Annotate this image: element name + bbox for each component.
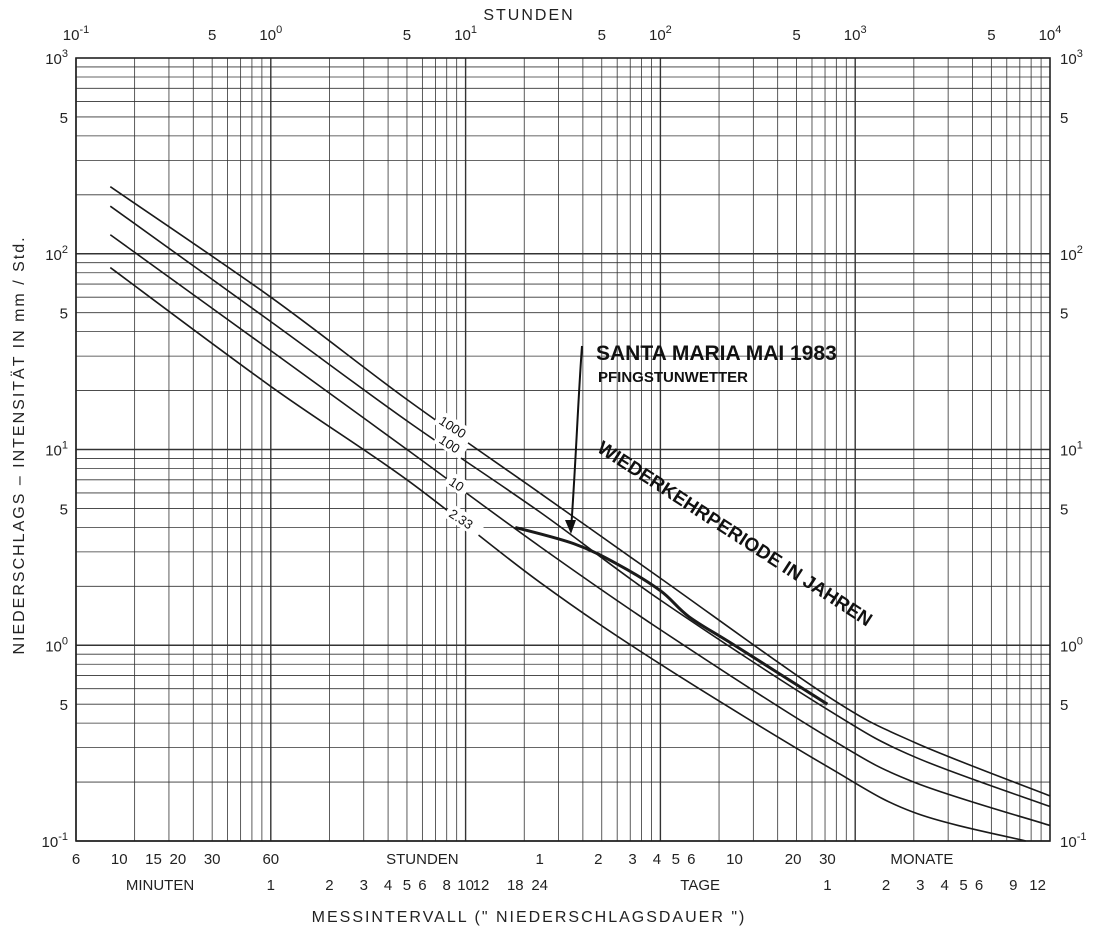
bottom-tick-label-row2: 2 <box>882 877 890 894</box>
bottom-tick-label-row2: 4 <box>384 877 392 894</box>
y-tick-label-left: 103 <box>45 48 68 68</box>
bottom-tick-label-row1: 15 <box>145 851 162 868</box>
top-tick-label: 5 <box>792 27 800 44</box>
event-subtitle: PFINGSTUNWETTER <box>598 369 748 386</box>
bottom-tick-label-row1: STUNDEN <box>386 851 459 868</box>
bottom-tick-label-row2: 4 <box>941 877 949 894</box>
top-tick-label: 5 <box>598 27 606 44</box>
y-tick-label-left: 5 <box>60 110 68 127</box>
bottom-tick-label-row1: 30 <box>819 851 836 868</box>
bottom-tick-label-row2: 5 <box>403 877 411 894</box>
y-tick-label-right: 100 <box>1060 635 1083 655</box>
y-tick-label-left: 5 <box>60 501 68 518</box>
curve-10 <box>109 234 1051 827</box>
bottom-tick-label-row2: 10 <box>457 877 474 894</box>
bottom-tick-label-row1: 20 <box>170 851 187 868</box>
top-tick-label: 5 <box>987 27 995 44</box>
bottom-tick-label-row1: 5 <box>672 851 680 868</box>
curve-1000 <box>109 186 1051 797</box>
bottom-tick-label-row1: 1 <box>535 851 543 868</box>
plot-frame <box>75 57 1051 842</box>
bottom-tick-label-row1: 4 <box>653 851 661 868</box>
santa-maria-event-curve <box>514 345 829 706</box>
curve-100 <box>109 205 1051 808</box>
y-tick-label-right: 103 <box>1060 48 1083 68</box>
bottom-tick-label-row1: 30 <box>204 851 221 868</box>
y-tick-label-right: 102 <box>1060 244 1083 264</box>
x-axis-label: MESSINTERVALL (" NIEDERSCHLAGSDAUER ") <box>312 909 747 926</box>
bottom-tick-label-row1: 6 <box>687 851 695 868</box>
bottom-tick-label-row1: 10 <box>111 851 128 868</box>
bottom-tick-label-row2: 12 <box>473 877 490 894</box>
top-axis-label: STUNDEN <box>483 7 574 24</box>
bottom-tick-label-row2: 8 <box>443 877 451 894</box>
curve-label-background <box>443 470 472 498</box>
bottom-tick-label-row1: 60 <box>262 851 279 868</box>
bottom-tick-label-row2: 2 <box>325 877 333 894</box>
y-tick-label-left: 5 <box>60 306 68 323</box>
bottom-tick-label-row1: 20 <box>785 851 802 868</box>
event-curve <box>514 525 829 706</box>
top-tick-label: 101 <box>454 24 477 44</box>
curve-label-background <box>443 502 486 539</box>
event-arrow-head <box>565 520 576 534</box>
bottom-tick-label-row1: MONATE <box>890 851 953 868</box>
y-tick-label-right: 5 <box>1060 697 1068 714</box>
curve-label-background <box>433 409 476 446</box>
bottom-tick-label-row2: 1 <box>267 877 275 894</box>
bottom-tick-label-row2: 3 <box>360 877 368 894</box>
y-tick-label-right: 101 <box>1060 440 1083 460</box>
y-tick-label-left: 101 <box>45 440 68 460</box>
y-tick-label-right: 10-1 <box>1060 831 1086 851</box>
bottom-tick-label-row2: 12 <box>1029 877 1046 894</box>
bottom-tick-label-row2: 6 <box>975 877 983 894</box>
top-tick-label: 103 <box>844 24 867 44</box>
top-tick-label: 5 <box>403 27 411 44</box>
annotations: SANTA MARIA MAI 1983 PFINGSTUNWETTER WIE… <box>593 342 875 631</box>
return-period-label: WIEDERKEHRPERIODE IN JAHREN <box>593 438 875 632</box>
bottom-tick-label-row1: 10 <box>726 851 743 868</box>
curve-label-background <box>433 428 469 460</box>
return-period-curves <box>109 186 1051 842</box>
bottom-tick-label-row2: 1 <box>823 877 831 894</box>
bottom-tick-label-row2: TAGE <box>680 877 720 894</box>
grid-lines <box>75 57 1051 842</box>
bottom-tick-label-row2: 18 <box>507 877 524 894</box>
bottom-tick-label-row1: 3 <box>628 851 636 868</box>
y-axis-label: NIEDERSCHLAGS – INTENSITÄT IN mm / Std. <box>10 235 28 654</box>
bottom-tick-label-row2: 6 <box>418 877 426 894</box>
y-tick-label-right: 5 <box>1060 501 1068 518</box>
top-tick-label: 10-1 <box>63 24 89 44</box>
top-tick-label: 100 <box>259 24 282 44</box>
curve-2-33 <box>109 266 1026 842</box>
bottom-tick-label-row1: 6 <box>72 851 80 868</box>
y-tick-label-right: 5 <box>1060 110 1068 127</box>
y-tick-label-left: 10-1 <box>42 831 68 851</box>
y-tick-label-left: 100 <box>45 635 68 655</box>
event-arrow-line <box>570 345 583 531</box>
top-tick-label: 5 <box>208 27 216 44</box>
top-tick-label: 104 <box>1039 24 1062 44</box>
bottom-tick-label-row2: 24 <box>531 877 548 894</box>
curve-label-10: 10 <box>446 474 466 494</box>
bottom-tick-label-row2: 5 <box>959 877 967 894</box>
bottom-tick-label-row1: 2 <box>594 851 602 868</box>
y-tick-label-left: 102 <box>45 244 68 264</box>
bottom-tick-label-row2: 9 <box>1009 877 1017 894</box>
top-tick-label: 102 <box>649 24 672 44</box>
bottom-tick-label-row2: 3 <box>916 877 924 894</box>
y-tick-label-right: 5 <box>1060 306 1068 323</box>
y-tick-label-left: 5 <box>60 697 68 714</box>
bottom-tick-label-row2: MINUTEN <box>126 877 194 894</box>
event-title: SANTA MARIA MAI 1983 <box>596 342 837 365</box>
